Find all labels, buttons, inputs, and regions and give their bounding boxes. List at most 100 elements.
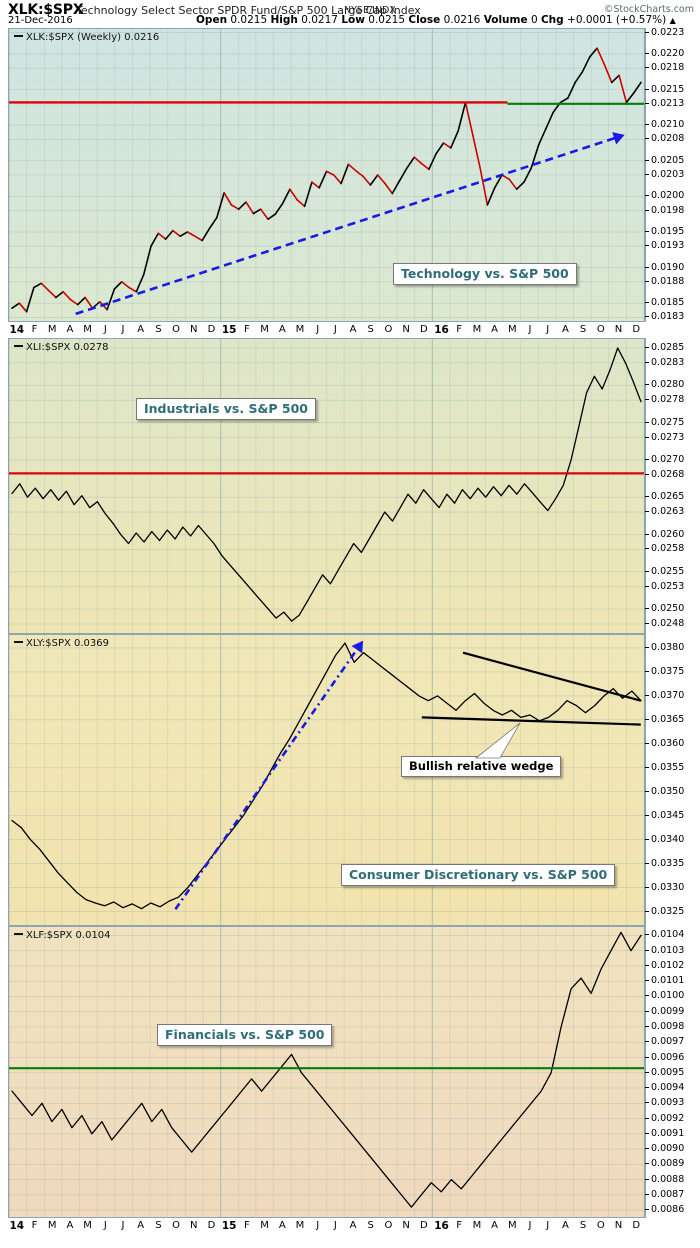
close-value: 0.0216 (443, 14, 481, 26)
y-tick-xlf-5: 0.0099 (645, 1006, 684, 1016)
y-tick-label: 0.0350 (651, 785, 685, 797)
y-tick-mark-icon (645, 694, 649, 696)
x-tick-label: J (546, 324, 550, 335)
y-tick-mark-icon (645, 608, 649, 610)
panel-legend-text-xli: XLI:$SPX 0.0278 (26, 342, 109, 353)
y-tick-mark-icon (645, 533, 649, 535)
y-tick-mark-icon (645, 138, 649, 140)
x-tick-label: A (491, 1220, 499, 1231)
x-tick-label: M (47, 324, 57, 335)
annotation-industrials[interactable]: Industrials vs. S&P 500 (136, 398, 316, 420)
y-tick-mark-icon (645, 742, 649, 744)
y-tick-mark-icon (645, 67, 649, 69)
y-tick-label: 0.0263 (651, 506, 685, 518)
x-tick-label: 16 (434, 1220, 449, 1232)
y-tick-xlf-1: 0.0103 (645, 944, 685, 956)
y-tick-xli-8: 0.0265 (645, 492, 684, 501)
plot-svg-xli (9, 339, 644, 633)
x-tick-label: F (244, 1220, 250, 1231)
y-tick-label: 0.0198 (651, 204, 685, 216)
y-tick-mark-icon (645, 88, 649, 90)
y-tick-xlk-9: 0.0200 (645, 191, 684, 201)
x-tick-label: M (260, 324, 269, 335)
annotation-financials[interactable]: Financials vs. S&P 500 (157, 1024, 333, 1046)
y-tick-label: 0.0195 (651, 226, 685, 237)
high-label: High (270, 14, 298, 26)
x-tick-label: 15 (221, 324, 237, 336)
x-tick-label: A (349, 324, 357, 335)
y-tick-label: 0.0285 (651, 342, 685, 353)
panel-legend-text-xly: XLY:$SPX 0.0369 (26, 638, 110, 649)
x-tick-label: F (456, 1220, 463, 1231)
y-tick-mark-icon (645, 1071, 649, 1073)
y-tick-xlk-16: 0.0183 (645, 311, 685, 323)
y-tick-label: 0.0203 (651, 169, 685, 180)
y-tick-mark-icon (645, 280, 649, 282)
y-tick-label: 0.0193 (651, 240, 685, 252)
y-tick-label: 0.0103 (651, 944, 685, 956)
y-tick-xli-4: 0.0275 (645, 416, 685, 428)
x-tick-label: M (47, 1220, 57, 1231)
y-tick-mark-icon (645, 31, 649, 33)
y-tick-label: 0.0101 (651, 975, 685, 987)
y-tick-mark-icon (645, 302, 649, 304)
annotation-bullish-relative-wedge[interactable]: Bullish relative wedge (401, 756, 562, 777)
y-tick-xly-5: 0.0355 (645, 763, 684, 772)
watermark-text: StockCharts.com (613, 4, 694, 15)
y-tick-label: 0.0097 (651, 1036, 685, 1048)
x-tick-label: M (260, 1220, 269, 1231)
y-tick-label: 0.0260 (651, 528, 685, 540)
x-tick-label: O (172, 1220, 181, 1231)
x-tick-label: N (190, 324, 198, 335)
y-tick-label: 0.0215 (651, 83, 685, 95)
y-tick-xlf-3: 0.0101 (645, 976, 684, 985)
chart-header: XLK:$SPX Technology Select Sector SPDR F… (0, 0, 700, 26)
y-tick-label: 0.0275 (651, 416, 685, 428)
x-tick-label: M (472, 324, 482, 335)
y-tick-mark-icon (645, 316, 649, 318)
x-tick-label: D (207, 324, 216, 335)
y-tick-xlf-14: 0.0090 (645, 1144, 684, 1153)
x-tick-label: 14 (9, 1220, 25, 1232)
x-tick-label: O (172, 324, 181, 335)
y-tick-label: 0.0089 (651, 1158, 685, 1170)
chart-panel-xli[interactable]: XLI:$SPX 0.0278 (8, 338, 645, 634)
y-tick-mark-icon (645, 1087, 649, 1088)
y-tick-label: 0.0325 (651, 905, 685, 917)
annotation-consumer-discretionary[interactable]: Consumer Discretionary vs. S&P 500 (341, 864, 616, 886)
open-label: Open (196, 14, 228, 26)
header-date: 21-Dec-2016 (8, 15, 73, 26)
y-tick-xli-6: 0.0270 (645, 455, 684, 464)
x-tick-label: O (384, 1220, 393, 1231)
y-axis-xlf: 0.0104 0.0103 0.0102 0.0101 0.0100 0.0099 0.00… (645, 926, 700, 1218)
annotation-technology[interactable]: Technology vs. S&P 500 (393, 263, 577, 285)
y-tick-label: 0.0183 (651, 311, 685, 323)
x-tick-label: D (419, 324, 428, 335)
y-tick-mark-icon (645, 231, 649, 232)
y-tick-label: 0.0087 (651, 1188, 685, 1200)
y-tick-xlk-10: 0.0198 (645, 204, 685, 216)
x-tick-label: A (137, 324, 145, 335)
low-value: 0.0215 (368, 14, 406, 26)
y-tick-mark-icon (645, 159, 649, 161)
y-tick-label: 0.0098 (651, 1021, 685, 1032)
chart-panel-xlf[interactable]: XLF:$SPX 0.0104 (8, 926, 645, 1218)
plot-area-xli: XLI:$SPX 0.0278 (9, 339, 644, 633)
stockcharts-watermark: ©StockCharts.com (604, 4, 694, 15)
x-tick-label: M (507, 324, 517, 335)
y-axis-rail-xli (645, 338, 646, 634)
y-tick-label: 0.0205 (651, 154, 685, 166)
chart-panel-xly[interactable]: XLY:$SPX 0.0369 (8, 634, 645, 926)
y-tick-xli-10: 0.0260 (645, 528, 685, 540)
x-tick-label: A (561, 324, 569, 335)
x-tick-label: S (155, 1220, 162, 1231)
y-tick-label: 0.0218 (651, 62, 685, 74)
y-tick-xlk-11: 0.0195 (645, 227, 684, 236)
y-tick-label: 0.0273 (651, 431, 685, 443)
y-tick-mark-icon (645, 361, 649, 363)
y-tick-mark-icon (645, 458, 649, 460)
y-tick-mark-icon (645, 838, 649, 840)
y-tick-label: 0.0086 (651, 1204, 685, 1216)
y-tick-mark-icon (645, 548, 649, 550)
x-tick-label: J (103, 1220, 107, 1231)
